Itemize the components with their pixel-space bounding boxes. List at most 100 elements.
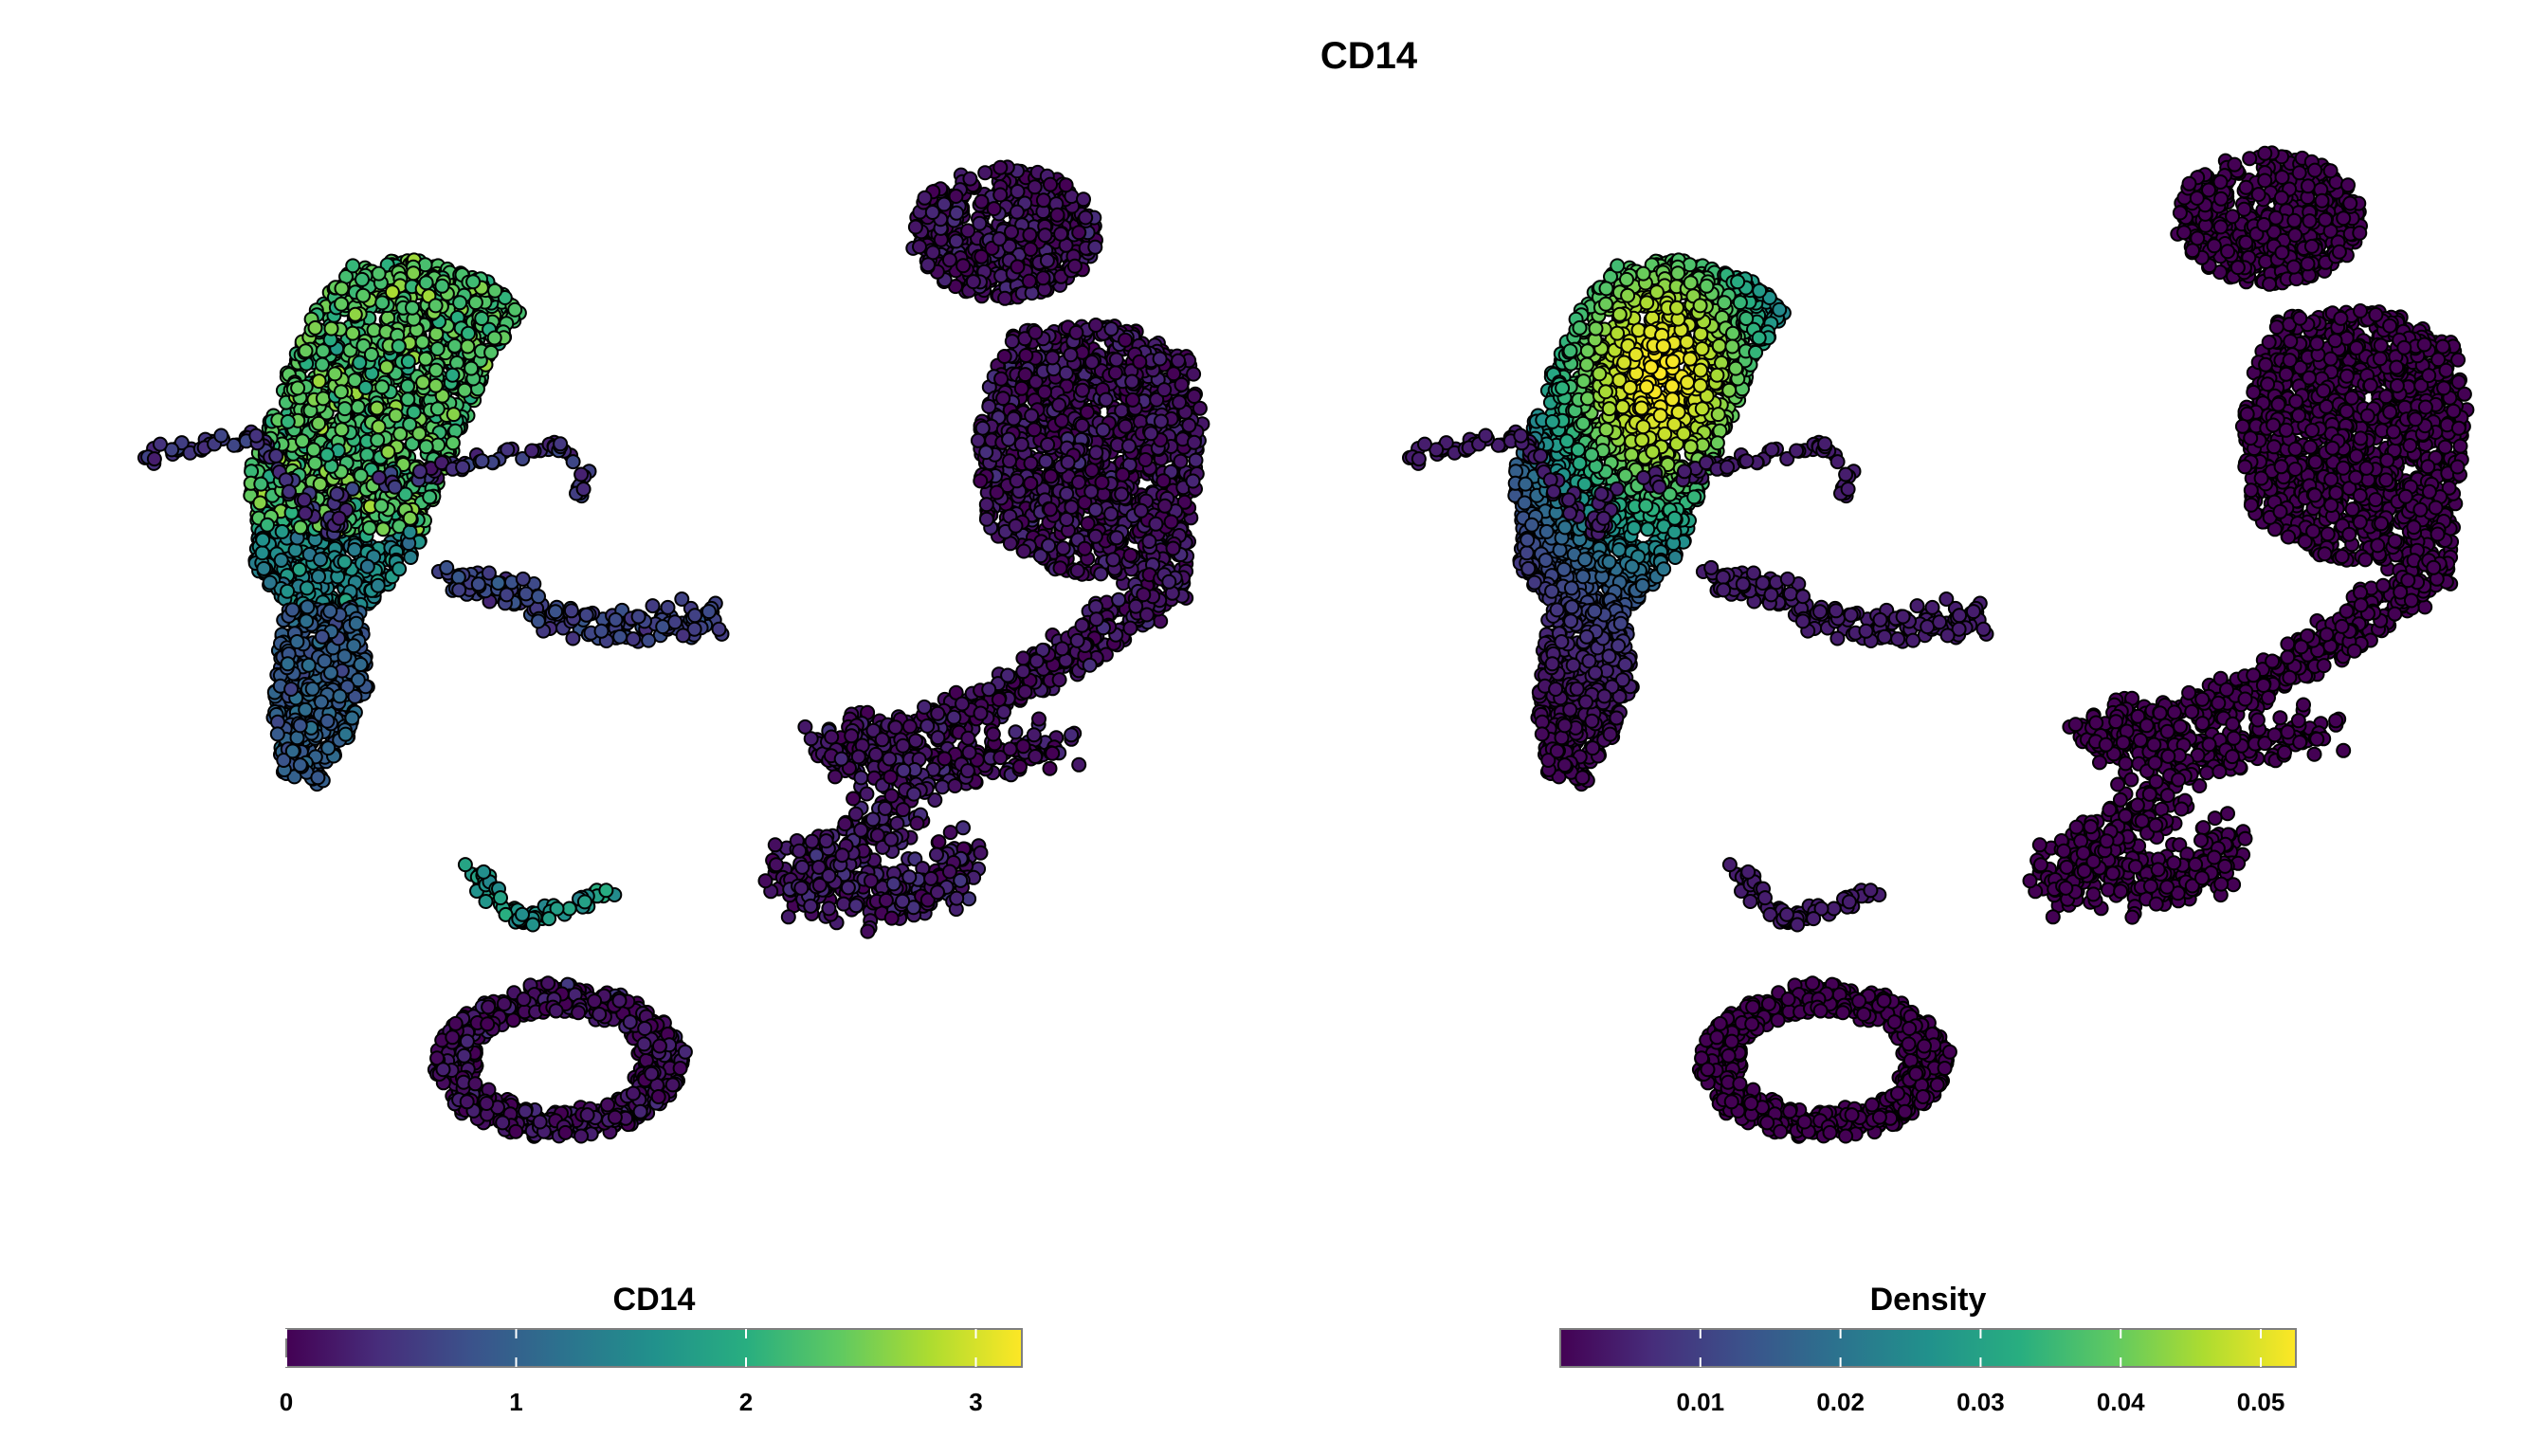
expression-cell-point xyxy=(314,694,329,710)
expression-cell-point xyxy=(667,614,683,630)
expression-cell-point xyxy=(292,718,308,734)
expression-cell-point xyxy=(1038,453,1054,469)
expression-cell-point xyxy=(711,621,727,637)
expression-cell-point xyxy=(587,993,603,1010)
expression-cell-point xyxy=(637,1021,653,1036)
expression-cell-point xyxy=(310,770,326,786)
expression-cell-point xyxy=(380,444,396,460)
expression-cell-point xyxy=(515,906,530,922)
expression-cell-point xyxy=(428,298,444,314)
expression-cell-point xyxy=(655,619,671,635)
expression-cell-point xyxy=(1022,227,1038,243)
expression-cell-point xyxy=(548,604,563,620)
expression-cell-point xyxy=(369,400,385,416)
expression-cell-point xyxy=(660,599,676,615)
expression-cell-point xyxy=(274,523,290,539)
expression-cell-point xyxy=(371,419,387,435)
expression-cell-point xyxy=(474,453,490,469)
expression-cell-point xyxy=(505,1012,521,1028)
expression-cell-point xyxy=(532,1114,548,1130)
expression-cell-point xyxy=(459,1094,475,1110)
expression-cell-point xyxy=(459,1033,475,1049)
expression-cell-point xyxy=(1068,324,1084,340)
expression-cell-point xyxy=(1115,466,1131,482)
expression-cell-point xyxy=(600,1097,615,1113)
expression-cell-point xyxy=(592,1007,608,1022)
expression-cell-point xyxy=(357,379,373,395)
expression-cell-point xyxy=(1084,355,1100,370)
expression-cell-point xyxy=(515,571,531,587)
expression-cell-point xyxy=(941,252,957,268)
expression-cell-point xyxy=(470,576,486,592)
expression-cell-point xyxy=(518,1103,534,1119)
expression-cell-point xyxy=(493,890,508,906)
expression-cell-point xyxy=(1188,452,1204,468)
expression-cell-point xyxy=(1105,552,1121,568)
expression-cell-point xyxy=(565,454,581,470)
expression-cell-point xyxy=(563,603,579,619)
expression-cell-point xyxy=(446,337,463,354)
expression-cell-point xyxy=(300,599,316,615)
expression-cell-point xyxy=(1066,258,1083,274)
expression-cell-point xyxy=(331,510,347,526)
expression-cell-point xyxy=(337,401,353,417)
expression-cell-point xyxy=(632,1103,648,1119)
expression-cell-point xyxy=(304,681,320,697)
expression-cell-point xyxy=(1087,528,1103,544)
expression-cell-point xyxy=(290,380,306,396)
expression-cell-point xyxy=(650,1089,666,1104)
expression-cell-point xyxy=(293,519,308,536)
expression-cell-point xyxy=(965,274,981,290)
expression-cell-point xyxy=(446,407,462,423)
expression-cell-point xyxy=(579,1107,595,1123)
expression-cell-point xyxy=(1004,334,1020,350)
expression-cell-point xyxy=(593,623,610,639)
expression-cell-point xyxy=(374,379,391,395)
expression-cell-point xyxy=(406,404,422,420)
expression-cell-point xyxy=(960,223,976,239)
expression-cell-point xyxy=(1035,270,1051,286)
expression-cell-point xyxy=(298,343,314,359)
expression-cell-point xyxy=(949,205,965,221)
expression-cell-point xyxy=(313,552,328,568)
expression-cell-point xyxy=(645,598,661,614)
expression-cell-point xyxy=(361,519,377,536)
expression-cell-point xyxy=(974,193,990,209)
expression-cell-point xyxy=(428,377,444,393)
expression-cell-point xyxy=(314,628,330,645)
expression-cell-point xyxy=(508,1123,524,1139)
expression-cell-point xyxy=(1027,179,1043,195)
expression-cell-point xyxy=(457,382,473,398)
expression-cell-point xyxy=(445,367,461,383)
expression-cell-point xyxy=(402,510,418,526)
expression-cell-point xyxy=(701,604,717,620)
expression-cell-point xyxy=(378,359,394,375)
expression-cell-point xyxy=(260,517,275,533)
expression-cell-point xyxy=(447,1015,464,1031)
expression-cell-point xyxy=(359,446,375,463)
expression-cell-point xyxy=(347,542,362,557)
expression-cell-point xyxy=(307,455,323,471)
expression-cell-point xyxy=(1041,537,1057,554)
expression-cell-point xyxy=(298,701,314,718)
expression-cell-point xyxy=(298,505,314,521)
expression-cell-point xyxy=(467,1076,483,1092)
expression-cell-point xyxy=(571,1005,587,1021)
expression-cell-point xyxy=(495,1115,511,1131)
expression-cell-point xyxy=(315,391,331,407)
expression-cell-point xyxy=(612,628,628,645)
expression-cell-point xyxy=(478,894,494,909)
expression-cell-point xyxy=(363,347,379,362)
expression-cell-point xyxy=(920,257,936,273)
expression-cell-point xyxy=(540,975,556,992)
expression-cell-point xyxy=(1071,474,1086,490)
expression-cell-point xyxy=(573,1128,590,1144)
expression-cell-point xyxy=(333,384,349,400)
expression-cell-point xyxy=(978,497,994,513)
expression-cell-point xyxy=(400,378,415,394)
expression-umap-panel xyxy=(137,159,1210,1144)
expression-cell-point xyxy=(366,322,382,338)
expression-cell-point xyxy=(1088,318,1103,333)
expression-cell-point xyxy=(418,351,433,367)
expression-cell-point xyxy=(456,1047,472,1064)
